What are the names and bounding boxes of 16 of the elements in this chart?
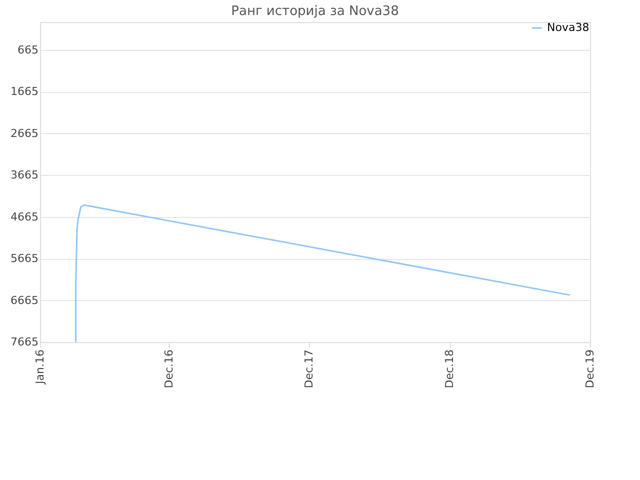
y-tick-label: 1665 [10,85,38,98]
legend-label: Nova38 [547,21,590,34]
y-tick-label: 5665 [10,252,38,266]
x-tick-label: Dec.17 [302,350,316,388]
y-tick-label: 2665 [10,126,38,140]
y-tick-label: 4665 [10,210,38,224]
y-tick-label: 6665 [10,294,38,307]
chart-title: Ранг историја за Nova38 [231,4,399,19]
y-tick-label: 3665 [10,168,38,182]
line-series [75,204,571,343]
y-tick-label: 7665 [10,336,38,348]
x-tick-label: Dec.16 [162,350,176,388]
x-tick-label: Dec.18 [443,350,456,388]
x-tick-label: Jan.16 [34,350,46,385]
y-tick-label: 665 [18,43,38,56]
x-tick-label: Dec.19 [584,350,596,388]
